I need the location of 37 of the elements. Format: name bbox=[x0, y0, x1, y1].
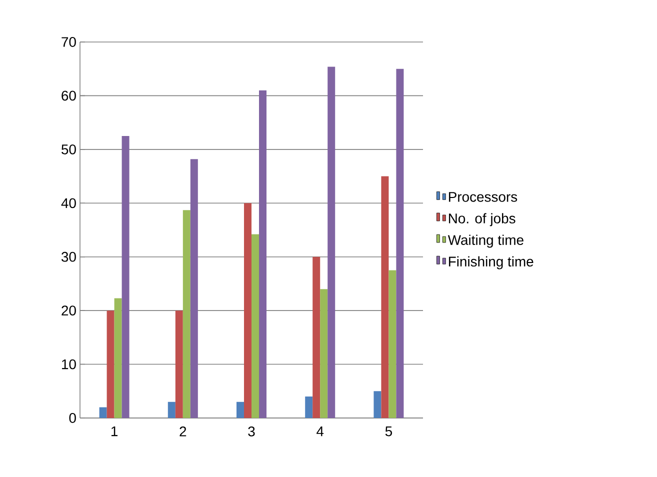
x-tick-label: 1 bbox=[111, 426, 118, 436]
x-tick-label: 5 bbox=[385, 426, 392, 436]
x-tick-label: 2 bbox=[180, 426, 186, 436]
y-tick-label: 10 bbox=[62, 359, 76, 370]
bar bbox=[168, 402, 176, 418]
bar bbox=[182, 210, 190, 418]
bar bbox=[388, 270, 396, 418]
bar bbox=[190, 159, 198, 418]
legend-label: No. of jobs bbox=[448, 213, 516, 226]
bar bbox=[252, 234, 259, 418]
bar bbox=[312, 256, 320, 418]
bar bbox=[175, 310, 183, 418]
legend-label: Processors bbox=[448, 192, 518, 202]
bar bbox=[244, 203, 252, 418]
bar bbox=[106, 310, 114, 418]
bar bbox=[122, 136, 130, 418]
bar bbox=[396, 68, 404, 418]
bar bbox=[236, 402, 244, 418]
x-tick-label: 3 bbox=[248, 426, 255, 436]
bar bbox=[99, 407, 107, 418]
y-tick-label: 70 bbox=[62, 37, 76, 47]
bar bbox=[374, 391, 382, 418]
legend-label: Finishing time bbox=[448, 256, 534, 270]
bar bbox=[328, 66, 336, 418]
bar bbox=[305, 396, 313, 418]
y-tick-label: 50 bbox=[62, 144, 76, 154]
legend-label: Waiting time bbox=[448, 234, 524, 248]
y-tick-label: 40 bbox=[61, 198, 76, 208]
bar bbox=[114, 298, 122, 418]
bar bbox=[381, 176, 389, 418]
x-tick-label: 4 bbox=[316, 426, 324, 436]
y-tick-label: 30 bbox=[61, 252, 76, 262]
y-tick-label: 20 bbox=[62, 306, 76, 316]
y-tick-label: 0 bbox=[69, 413, 76, 423]
bar bbox=[320, 289, 328, 418]
bar bbox=[259, 90, 266, 418]
y-tick-label: 60 bbox=[62, 90, 76, 101]
